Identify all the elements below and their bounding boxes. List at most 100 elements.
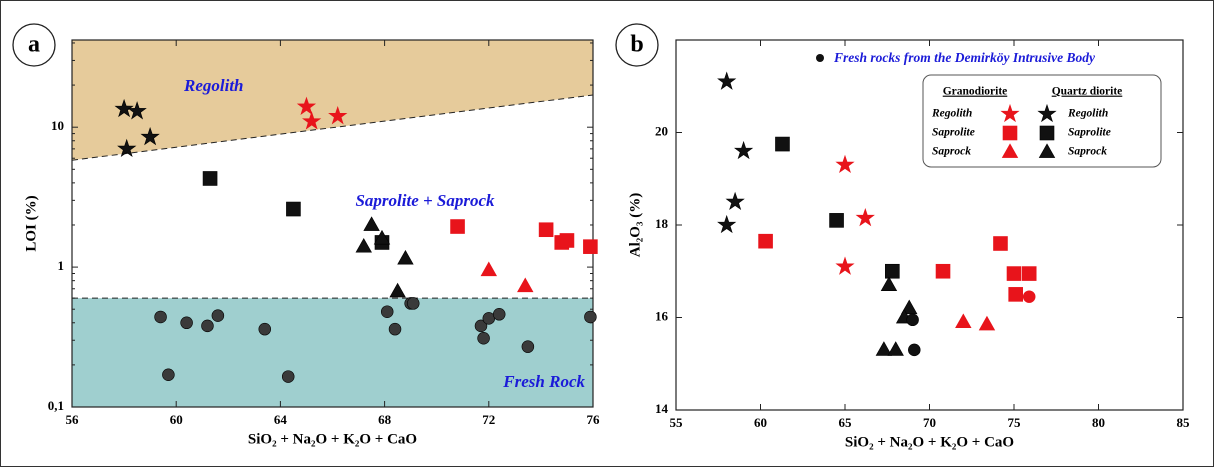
point [180,316,193,330]
x-tick-label: 76 [587,412,601,427]
legend-label: Saprolite [1068,127,1111,139]
point [875,341,893,356]
point [162,368,175,382]
y-tick-label: 1 [58,258,65,273]
point [492,308,506,321]
point [717,71,737,90]
point [380,305,394,318]
point [1008,287,1023,302]
boundary-line [71,94,594,161]
legend-marker [1002,125,1018,141]
point [758,233,773,249]
point [202,171,218,186]
x-tick-label: 75 [1008,415,1022,430]
plot-frame [71,39,594,408]
y-tick-label: 18 [655,216,669,231]
legend-header: Quartz diorite [1052,86,1123,98]
y-tick-label: 0,1 [48,398,64,413]
point [211,309,225,322]
legend-header: Granodiorite [943,86,1008,98]
point [584,310,597,324]
point [1021,266,1037,281]
point [935,263,951,279]
x-tick-label: 56 [66,412,80,427]
point [887,341,904,356]
point [302,111,322,130]
point [559,233,575,248]
point [286,201,301,217]
point [407,297,420,310]
x-axis-label: SiO₂ + Na₂O + K₂O + CaO [248,431,417,447]
point [373,229,391,245]
panel-letter: b [630,32,643,58]
point [117,138,137,158]
point [281,370,295,383]
point [955,313,972,329]
point [993,236,1008,251]
point [538,222,554,238]
x-tick-label: 85 [1177,415,1191,430]
legend-label: Saprock [932,146,971,158]
point [296,96,317,115]
point [734,140,754,160]
point [835,256,855,275]
legend-marker [1038,143,1056,158]
point [583,239,598,254]
point [835,154,855,174]
legend-label: Saprock [1068,146,1107,158]
point [450,219,465,234]
point [474,319,488,333]
legend-marker [1039,125,1055,141]
point [114,98,134,118]
legend-marker [1000,103,1020,123]
x-tick-label: 65 [839,415,853,430]
x-tick-label: 60 [170,412,183,427]
panel-letter: a [28,32,40,58]
point [482,312,496,325]
legend-label: Regolith [1067,108,1108,120]
zone-label: Regolith [183,76,244,95]
zone-label: Fresh Rock [502,372,585,391]
point [1022,290,1036,303]
y-tick-label: 10 [51,118,64,133]
legend-label: Saprolite [932,127,975,139]
point [906,313,919,327]
point [855,207,875,227]
point [521,340,535,353]
y-axis-label: Al₂O₃ (%) [627,193,643,257]
point [717,214,737,234]
panel-badge [12,23,56,67]
x-axis-label: SiO₂ + Na₂O + K₂O + CaO [845,434,1014,450]
point [885,263,900,279]
regolith-zone [72,40,593,161]
legend-marker [1037,103,1057,123]
point [397,249,414,265]
x-tick-label: 80 [1092,415,1105,430]
point [775,136,790,152]
point [201,319,214,333]
point [355,237,372,253]
point [908,343,921,357]
note: Fresh rocks from the Demirköy Intrusive … [833,50,1096,65]
point [388,322,402,336]
note-dot [816,54,824,62]
point [363,216,380,231]
point [154,310,167,324]
point [880,276,898,292]
legend-label: Regolith [931,108,972,120]
legend-marker [1001,143,1019,158]
point [829,213,844,228]
point [389,282,406,298]
x-tick-label: 70 [923,415,936,430]
point [1006,266,1022,281]
y-tick-label: 16 [655,308,669,323]
point [328,105,348,125]
point [480,261,498,277]
panel-badge [615,23,659,67]
point [477,332,490,345]
x-tick-label: 55 [670,415,684,430]
point [901,299,918,315]
point [127,101,147,120]
x-tick-label: 68 [378,412,392,427]
